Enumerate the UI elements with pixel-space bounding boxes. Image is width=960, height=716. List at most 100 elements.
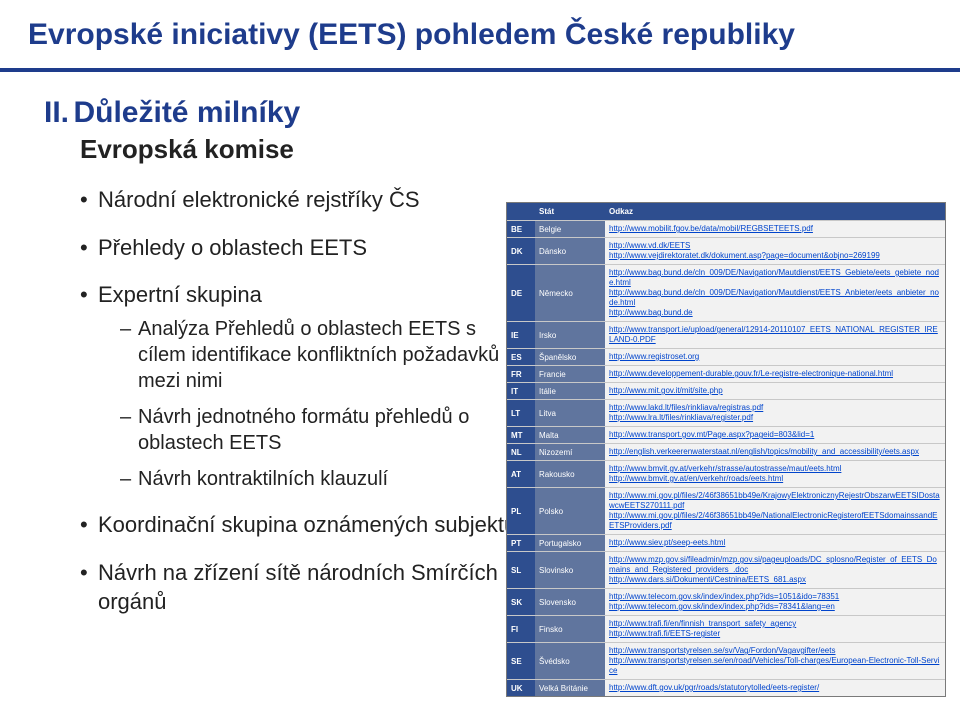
cell-code: SL	[507, 552, 535, 588]
link[interactable]: http://www.telecom.gov.sk/index/index.ph…	[609, 592, 941, 602]
cell-country: Nizozemí	[535, 444, 605, 460]
section-subtitle: Evropská komise	[80, 134, 960, 165]
cell-links: http://www.mzp.gov.si/fileadmin/mzp.gov.…	[605, 552, 945, 588]
cell-code: PT	[507, 535, 535, 551]
link[interactable]: http://www.mobilit.fgov.be/data/mobil/RE…	[609, 224, 941, 234]
table-header: Stát Odkaz	[507, 203, 945, 220]
table-row: SEŠvédskohttp://www.transportstyrelsen.s…	[507, 642, 945, 679]
link[interactable]: http://www.bmvit.gv.at/verkehr/strasse/a…	[609, 464, 941, 474]
link[interactable]: http://www.mi.gov.pl/files/2/46f38651bb4…	[609, 491, 941, 511]
link[interactable]: http://www.bag.bund.de	[609, 308, 941, 318]
table-body: BEBelgiehttp://www.mobilit.fgov.be/data/…	[507, 220, 945, 696]
header-code	[507, 203, 535, 220]
section-name: Důležité milníky	[73, 96, 300, 129]
cell-country: Rakousko	[535, 461, 605, 487]
table-row: PLPolskohttp://www.mi.gov.pl/files/2/46f…	[507, 487, 945, 534]
link[interactable]: http://www.transport.gov.mt/Page.aspx?pa…	[609, 430, 941, 440]
bullet-text: Expertní skupina	[98, 282, 262, 307]
cell-country: Polsko	[535, 488, 605, 534]
link[interactable]: http://www.mzp.gov.si/fileadmin/mzp.gov.…	[609, 555, 941, 575]
table-row: SLSlovinskohttp://www.mzp.gov.si/fileadm…	[507, 551, 945, 588]
link[interactable]: http://www.mit.gov.it/mit/site.php	[609, 386, 941, 396]
table-row: DENěmeckohttp://www.bag.bund.de/cln_009/…	[507, 264, 945, 321]
cell-code: SK	[507, 589, 535, 615]
cell-links: http://www.telecom.gov.sk/index/index.ph…	[605, 589, 945, 615]
link[interactable]: http://www.vd.dk/EETS	[609, 241, 941, 251]
cell-country: Finsko	[535, 616, 605, 642]
link[interactable]: http://english.verkeerenwaterstaat.nl/en…	[609, 447, 941, 457]
cell-links: http://www.mobilit.fgov.be/data/mobil/RE…	[605, 221, 945, 237]
cell-country: Francie	[535, 366, 605, 382]
slide: Evropské iniciativy (EETS) pohledem Česk…	[0, 0, 960, 716]
cell-code: SE	[507, 643, 535, 679]
cell-links: http://www.siev.pt/seep-eets.html	[605, 535, 945, 551]
link[interactable]: http://www.registroset.org	[609, 352, 941, 362]
cell-links: http://www.lakd.lt/files/rinkliava/regis…	[605, 400, 945, 426]
cell-links: http://www.mit.gov.it/mit/site.php	[605, 383, 945, 399]
cell-code: IT	[507, 383, 535, 399]
bullet-text: Národní elektronické rejstříky ČS	[98, 187, 420, 212]
link[interactable]: http://www.mi.gov.pl/files/2/46f38651bb4…	[609, 511, 941, 531]
cell-code: ES	[507, 349, 535, 365]
bullet-item: Přehledy o oblastech EETS	[80, 233, 524, 263]
link[interactable]: http://www.siev.pt/seep-eets.html	[609, 538, 941, 548]
content-area: II. Důležité milníky Evropská komise Nár…	[0, 72, 960, 692]
table-row: ESŠpanělskohttp://www.registroset.org	[507, 348, 945, 365]
cell-links: http://www.bmvit.gv.at/verkehr/strasse/a…	[605, 461, 945, 487]
link[interactable]: http://www.lakd.lt/files/rinkliava/regis…	[609, 403, 941, 413]
link[interactable]: http://www.bag.bund.de/cln_009/DE/Naviga…	[609, 268, 941, 288]
slide-title: Evropské iniciativy (EETS) pohledem Česk…	[28, 18, 932, 52]
cell-links: http://www.transportstyrelsen.se/sv/Vag/…	[605, 643, 945, 679]
sub-bullet-item: Návrh kontraktilních klauzulí	[120, 466, 524, 492]
cell-country: Švédsko	[535, 643, 605, 679]
cell-links: http://english.verkeerenwaterstaat.nl/en…	[605, 444, 945, 460]
link[interactable]: http://www.transportstyrelsen.se/sv/Vag/…	[609, 646, 941, 656]
link[interactable]: http://www.transport.ie/upload/general/1…	[609, 325, 941, 345]
bullet-text: Koordinační skupina oznámených subjektů	[98, 512, 516, 537]
cell-code: FR	[507, 366, 535, 382]
cell-country: Irsko	[535, 322, 605, 348]
header-link: Odkaz	[605, 203, 945, 220]
cell-country: Litva	[535, 400, 605, 426]
cell-links: http://www.transport.gov.mt/Page.aspx?pa…	[605, 427, 945, 443]
cell-links: http://www.transport.ie/upload/general/1…	[605, 322, 945, 348]
table-row: FRFrancie http://www.developpement-durabl…	[507, 365, 945, 382]
cell-code: IE	[507, 322, 535, 348]
bullet-list: Národní elektronické rejstříky ČS Přehle…	[44, 185, 524, 617]
cell-links: http://www.mi.gov.pl/files/2/46f38651bb4…	[605, 488, 945, 534]
link[interactable]: http://www.telecom.gov.sk/index/index.ph…	[609, 602, 941, 612]
link[interactable]: http://www.trafi.fi/en/finnish_transport…	[609, 619, 941, 629]
link[interactable]: http://www.dft.gov.uk/pgr/roads/statutor…	[609, 683, 941, 693]
link[interactable]: http://www.transportstyrelsen.se/en/road…	[609, 656, 941, 676]
link[interactable]: http://www.lra.lt/files/rinkliava/regist…	[609, 413, 941, 423]
sub-bullet-item: Analýza Přehledů o oblastech EETS s cíle…	[120, 316, 524, 394]
table-row: IEIrskohttp://www.transport.ie/upload/ge…	[507, 321, 945, 348]
states-table: Stát Odkaz BEBelgiehttp://www.mobilit.fg…	[506, 202, 946, 697]
table-row: ITItáliehttp://www.mit.gov.it/mit/site.p…	[507, 382, 945, 399]
cell-code: AT	[507, 461, 535, 487]
cell-code: UK	[507, 680, 535, 696]
table-row: DKDánskohttp://www.vd.dk/EETShttp://www.…	[507, 237, 945, 264]
sub-bullet-item: Návrh jednotného formátu přehledů o obla…	[120, 404, 524, 456]
cell-code: MT	[507, 427, 535, 443]
cell-code: FI	[507, 616, 535, 642]
link[interactable]: http://www.developpement-durable.gouv.fr…	[609, 369, 941, 379]
cell-country: Belgie	[535, 221, 605, 237]
cell-code: PL	[507, 488, 535, 534]
cell-links: http://www.developpement-durable.gouv.fr…	[605, 366, 945, 382]
table-row: UKVelká Britániehttp://www.dft.gov.uk/pg…	[507, 679, 945, 696]
link[interactable]: http://www.bmvit.gv.at/en/verkehr/roads/…	[609, 474, 941, 484]
link[interactable]: http://www.vejdirektoratet.dk/dokument.a…	[609, 251, 941, 261]
title-bar: Evropské iniciativy (EETS) pohledem Česk…	[0, 0, 960, 62]
link[interactable]: http://www.bag.bund.de/cln_009/DE/Naviga…	[609, 288, 941, 308]
section-number: II.	[44, 96, 69, 129]
bullet-item: Koordinační skupina oznámených subjektů	[80, 510, 524, 540]
link[interactable]: http://www.dars.si/Dokumenti/Cestnina/EE…	[609, 575, 941, 585]
link[interactable]: http://www.trafi.fi/EETS-register	[609, 629, 941, 639]
cell-country: Portugalsko	[535, 535, 605, 551]
cell-links: http://www.vd.dk/EETShttp://www.vejdirek…	[605, 238, 945, 264]
bullet-text: Návrh na zřízení sítě národních Smírčích…	[98, 560, 498, 615]
cell-country: Malta	[535, 427, 605, 443]
cell-code: LT	[507, 400, 535, 426]
header-country: Stát	[535, 203, 605, 220]
